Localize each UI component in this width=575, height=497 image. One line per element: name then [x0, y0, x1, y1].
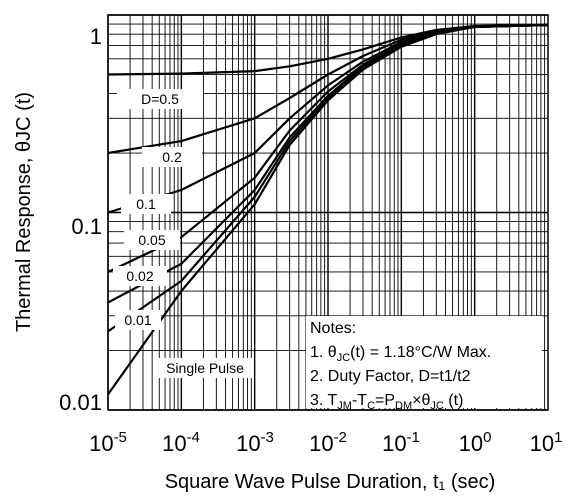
series-line — [107, 23, 549, 396]
note-3: 3. TJM-TC=PDM×θJC (t) — [310, 392, 463, 412]
curve-label-background — [142, 147, 202, 167]
note-1: 1. θJC(t) = 1.18°C/W Max. — [310, 344, 491, 364]
notes-title: Notes: — [310, 320, 356, 337]
y-axis-label: Thermal Response, θJC (t) — [13, 92, 35, 332]
x-tick-label: 101 — [530, 429, 563, 456]
x-tick-label: 100 — [459, 429, 492, 456]
curve-label-background — [117, 89, 203, 109]
notes-background — [306, 316, 542, 408]
curve-label: 0.2 — [162, 149, 182, 165]
y-tick-label: 0.01 — [59, 390, 102, 415]
curves — [107, 23, 549, 396]
x-tick-label: 10-5 — [89, 429, 127, 456]
curve-labels: D=0.5 0.2 0.1 0.05 0.02 0.01 Single Pulse — [113, 89, 253, 378]
notes-box: Notes: 1. θJC(t) = 1.18°C/W Max. 2. Duty… — [306, 316, 542, 412]
curve-label-background — [113, 266, 167, 286]
x-tick-labels: 10-5 10-4 10-3 10-2 10-1 100 101 — [89, 429, 562, 456]
x-tick-label: 10-2 — [309, 429, 347, 456]
curve-label-background — [157, 358, 253, 378]
curve-label: 0.01 — [124, 312, 151, 328]
note-2: 2. Duty Factor, D=t1/t2 — [310, 368, 471, 385]
curve-label-background — [124, 230, 180, 250]
curve-label: 0.02 — [126, 268, 153, 284]
curve-label: 0.1 — [136, 196, 156, 212]
x-tick-label: 10-3 — [236, 429, 274, 456]
y-tick-label: 1 — [90, 24, 102, 49]
y-tick-label: 0.1 — [71, 214, 102, 239]
x-tick-label: 10-1 — [382, 429, 420, 456]
curve-label: D=0.5 — [141, 91, 179, 107]
curve-label-background — [121, 194, 171, 214]
curve-label: Single Pulse — [166, 360, 244, 376]
curve-label: 0.05 — [138, 232, 165, 248]
x-tick-label: 10-4 — [162, 429, 200, 456]
plot-frame — [107, 14, 549, 411]
x-axis-label: Square Wave Pulse Duration, t₁ (sec) — [165, 471, 496, 493]
curve-label-background — [115, 310, 161, 330]
